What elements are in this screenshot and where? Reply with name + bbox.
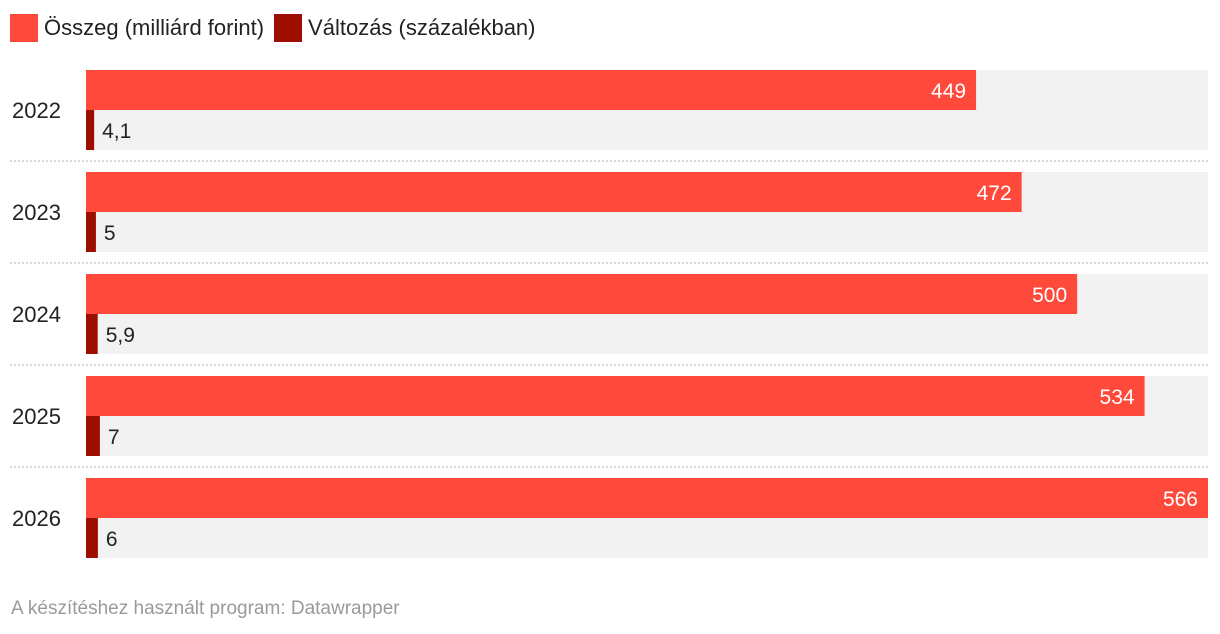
value-label-change-2025: 7 bbox=[108, 426, 120, 449]
legend-label-change: Változás (százalékban) bbox=[308, 15, 536, 40]
source-credit: A készítéshez használt program: Datawrap… bbox=[11, 598, 400, 619]
category-label-2026: 2026 bbox=[12, 506, 61, 531]
value-label-change-2026: 6 bbox=[106, 528, 118, 551]
category-label-2023: 2023 bbox=[12, 200, 61, 225]
bar-amount-2024 bbox=[86, 274, 1078, 314]
value-label-change-2024: 5,9 bbox=[106, 324, 135, 347]
bar-amount-2026 bbox=[86, 478, 1208, 518]
category-label-2024: 2024 bbox=[12, 302, 61, 327]
value-label-amount-2024: 500 bbox=[1032, 284, 1067, 307]
category-label-2022: 2022 bbox=[12, 98, 61, 123]
bar-amount-2025 bbox=[86, 376, 1145, 416]
bar-change-2022 bbox=[86, 110, 95, 150]
bar-amount-2022 bbox=[86, 70, 977, 110]
legend-item-amount: Összeg (milliárd forint) bbox=[10, 14, 264, 42]
value-label-amount-2023: 472 bbox=[977, 182, 1012, 205]
bar-change-2026 bbox=[86, 518, 98, 558]
bar-change-2024 bbox=[86, 314, 98, 354]
bar-change-2025 bbox=[86, 416, 100, 456]
bar-chart: 2022 449 4,1 2023 472 5 2024 500 5,9 2025 534 7 2026… bbox=[10, 70, 1208, 558]
value-label-change-2022: 4,1 bbox=[102, 120, 131, 143]
legend-label-amount: Összeg (milliárd forint) bbox=[44, 15, 265, 40]
legend: Összeg (milliárd forint) Változás (száza… bbox=[10, 14, 546, 42]
value-label-amount-2026: 566 bbox=[1163, 488, 1198, 511]
value-label-change-2023: 5 bbox=[104, 222, 116, 245]
value-label-amount-2022: 449 bbox=[931, 80, 966, 103]
bar-amount-2023 bbox=[86, 172, 1022, 212]
bar-change-2023 bbox=[86, 212, 96, 252]
legend-item-change: Változás (százalékban) bbox=[274, 14, 536, 42]
value-label-amount-2025: 534 bbox=[1100, 386, 1135, 409]
legend-swatch-amount bbox=[10, 14, 38, 42]
legend-swatch-change bbox=[274, 14, 303, 42]
category-label-2025: 2025 bbox=[12, 404, 61, 429]
